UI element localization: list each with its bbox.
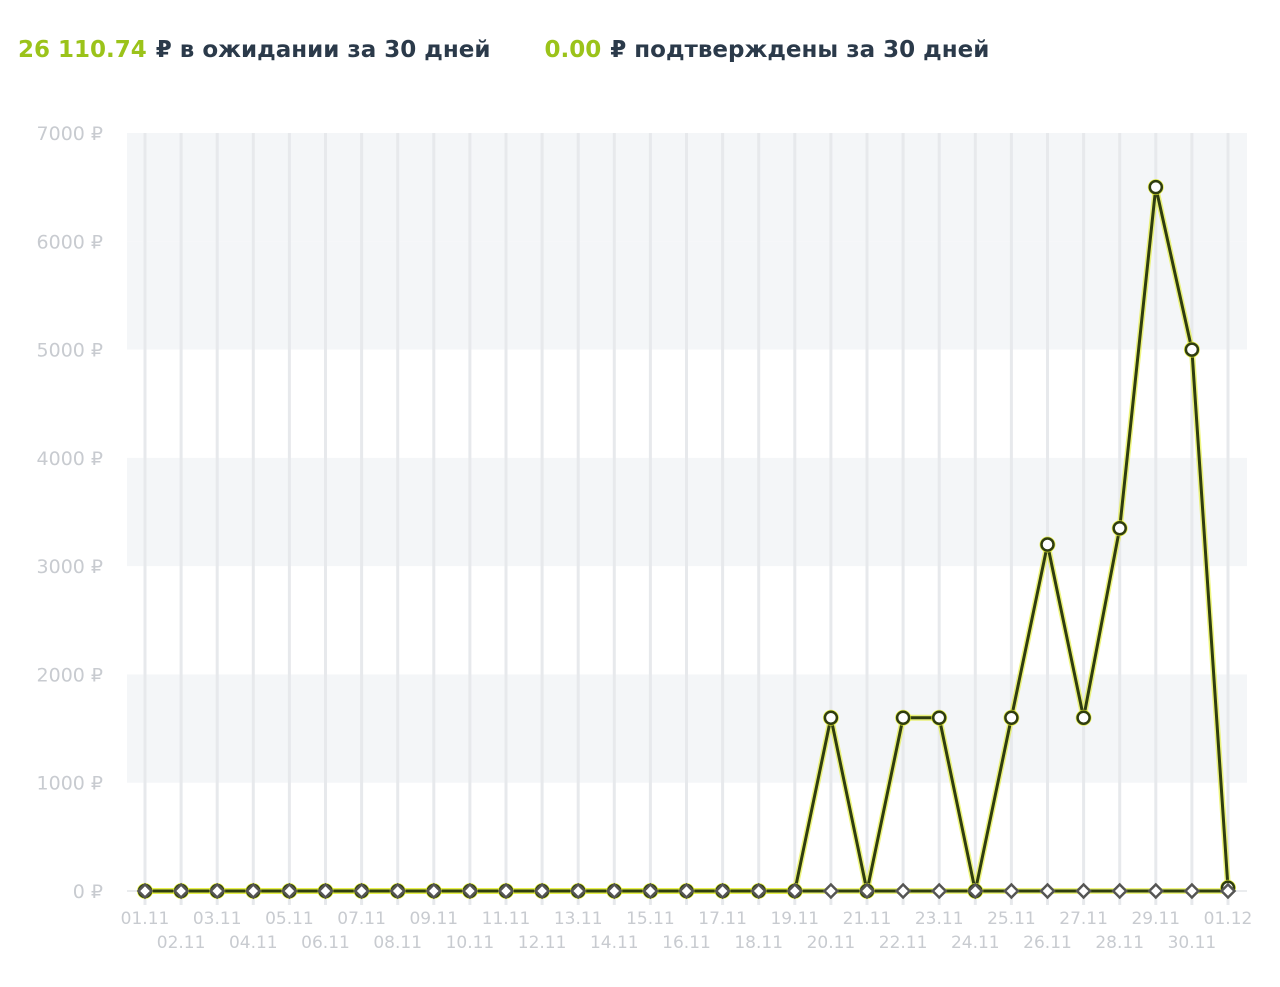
x-tick-label: 04.11 — [229, 933, 278, 953]
summary-bar: 26 110.74 ₽ в ожидании за 30 дней 0.00 ₽… — [18, 30, 989, 70]
data-point-diamond — [750, 882, 767, 900]
x-tick-label: 06.11 — [301, 933, 350, 953]
x-tick-label: 21.11 — [843, 909, 892, 929]
data-point — [895, 710, 911, 725]
data-point-diamond — [389, 882, 406, 900]
data-point-diamond — [930, 882, 948, 900]
x-tick-label: 27.11 — [1059, 909, 1108, 929]
data-point-diamond — [1147, 882, 1165, 900]
data-point — [1040, 537, 1055, 552]
data-point-diamond — [136, 882, 154, 900]
data-point-diamond — [461, 882, 479, 900]
data-point-diamond — [894, 882, 912, 900]
y-tick-label: 6000 ₽ — [37, 231, 103, 253]
data-point-diamond — [678, 882, 695, 900]
data-point-diamond — [569, 882, 587, 900]
data-point-diamond — [497, 882, 515, 900]
y-tick-label: 2000 ₽ — [37, 664, 103, 686]
y-tick-label: 7000 ₽ — [37, 123, 103, 145]
data-point-diamond — [1003, 882, 1020, 900]
x-tick-label: 23.11 — [915, 909, 964, 929]
data-point-diamond — [1183, 882, 1201, 900]
x-tick-label: 02.11 — [157, 933, 206, 953]
y-tick-label: 5000 ₽ — [37, 340, 103, 362]
x-tick-label: 30.11 — [1168, 933, 1217, 953]
x-tick-label: 29.11 — [1131, 909, 1180, 929]
x-tick-label: 25.11 — [987, 909, 1036, 929]
data-point-diamond — [858, 882, 876, 900]
pending-amount: 26 110.74 — [18, 37, 147, 63]
pending-summary: 26 110.74 ₽ в ожидании за 30 дней — [18, 37, 490, 63]
x-tick-label: 09.11 — [409, 909, 458, 929]
x-tick-label: 18.11 — [734, 933, 783, 953]
data-point — [931, 710, 947, 725]
data-point-diamond — [714, 882, 731, 900]
x-tick-label: 11.11 — [482, 909, 531, 929]
x-tick-label: 26.11 — [1023, 933, 1072, 953]
x-tick-label: 01.11 — [121, 909, 170, 929]
data-point-diamond — [822, 882, 840, 900]
data-point-diamond — [317, 882, 334, 900]
data-point-diamond — [1075, 882, 1092, 900]
x-tick-label: 12.11 — [518, 933, 567, 953]
x-tick-label: 22.11 — [879, 933, 928, 953]
data-point-diamond — [967, 882, 984, 900]
data-point-diamond — [1111, 882, 1128, 900]
y-tick-label: 0 ₽ — [73, 881, 103, 903]
x-tick-label: 10.11 — [446, 933, 495, 953]
data-point-diamond — [208, 882, 226, 900]
x-tick-label: 19.11 — [770, 909, 819, 929]
confirmed-currency: ₽ — [610, 37, 627, 63]
x-tick-label: 17.11 — [698, 909, 747, 929]
data-point-diamond — [281, 882, 298, 900]
data-point — [1112, 520, 1127, 536]
data-point — [823, 710, 839, 725]
data-point — [1004, 710, 1019, 725]
pending-label: в ожидании за 30 дней — [179, 37, 491, 63]
data-point — [1184, 342, 1200, 357]
x-tick-label: 05.11 — [265, 909, 314, 929]
data-point-diamond — [172, 882, 190, 900]
x-tick-label: 24.11 — [951, 933, 1000, 953]
data-point — [1148, 179, 1164, 195]
y-tick-label: 3000 ₽ — [37, 556, 103, 578]
data-point-diamond — [353, 882, 370, 900]
x-tick-label: 08.11 — [373, 933, 422, 953]
confirmed-label: подтверждены за 30 дней — [634, 37, 990, 63]
confirmed-summary: 0.00 ₽ подтверждены за 30 дней — [544, 37, 989, 63]
x-tick-label: 01.12 — [1204, 909, 1253, 929]
data-point-diamond — [642, 882, 659, 900]
data-point-diamond — [786, 882, 804, 900]
confirmed-amount: 0.00 — [544, 37, 602, 63]
x-tick-label: 07.11 — [337, 909, 386, 929]
x-tick-label: 28.11 — [1095, 933, 1144, 953]
x-tick-label: 20.11 — [807, 933, 856, 953]
y-tick-label: 4000 ₽ — [37, 448, 103, 470]
data-point-diamond — [425, 882, 443, 900]
x-tick-label: 16.11 — [662, 933, 711, 953]
x-tick-label: 03.11 — [193, 909, 242, 929]
data-point-diamond — [245, 882, 262, 900]
x-tick-label: 14.11 — [590, 933, 639, 953]
y-tick-label: 1000 ₽ — [37, 773, 103, 795]
data-point-diamond — [1219, 882, 1237, 900]
x-tick-label: 15.11 — [626, 909, 675, 929]
data-point-diamond — [606, 882, 623, 900]
data-point — [1076, 710, 1091, 725]
data-point-diamond — [533, 882, 551, 900]
x-tick-label: 13.11 — [554, 909, 603, 929]
data-point-diamond — [1039, 882, 1056, 900]
pending-currency: ₽ — [155, 37, 172, 63]
